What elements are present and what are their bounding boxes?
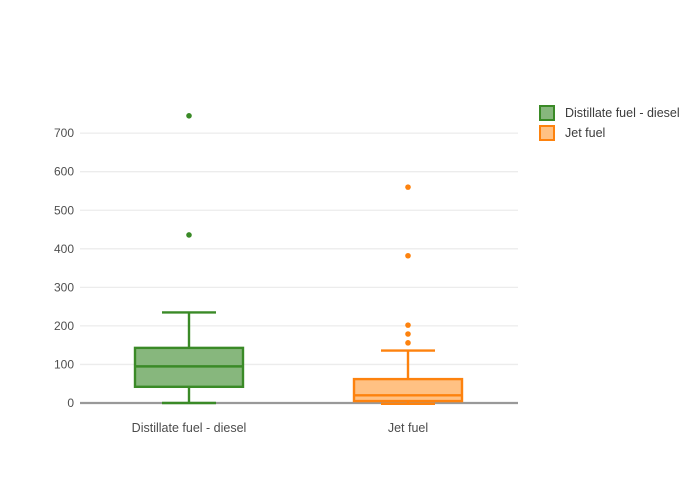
outlier-point-jet-fuel[interactable] [405,184,411,190]
outlier-point-jet-fuel[interactable] [405,340,411,346]
x-axis-label-distillate-fuel-diesel: Distillate fuel - diesel [131,421,247,435]
legend-item-distillate-fuel-diesel[interactable]: Distillate fuel - diesel [539,105,680,121]
legend-label-distillate-fuel-diesel: Distillate fuel - diesel [565,106,680,120]
outlier-point-jet-fuel[interactable] [405,322,411,328]
y-tick-label: 400 [54,242,74,256]
y-tick-label: 0 [67,396,74,410]
outlier-point-distillate-fuel-diesel[interactable] [186,232,192,238]
legend: Distillate fuel - diesel Jet fuel [539,105,680,141]
outlier-point-distillate-fuel-diesel[interactable] [186,113,192,119]
box-jet-fuel[interactable] [352,377,464,403]
y-tick-label: 300 [54,280,74,294]
legend-swatch-jet-fuel [539,125,555,141]
y-tick-label: 100 [54,357,74,371]
y-tick-label: 500 [54,203,74,217]
y-tick-label: 700 [54,126,74,140]
x-axis-label-jet-fuel: Jet fuel [387,421,429,435]
y-tick-label: 600 [54,165,74,179]
y-tick-label: 200 [54,319,74,333]
legend-swatch-distillate-fuel-diesel [539,105,555,121]
outlier-point-jet-fuel[interactable] [405,252,411,259]
outlier-point-jet-fuel[interactable] [405,331,411,337]
legend-item-jet-fuel[interactable]: Jet fuel [539,125,680,141]
legend-label-jet-fuel: Jet fuel [565,126,606,140]
